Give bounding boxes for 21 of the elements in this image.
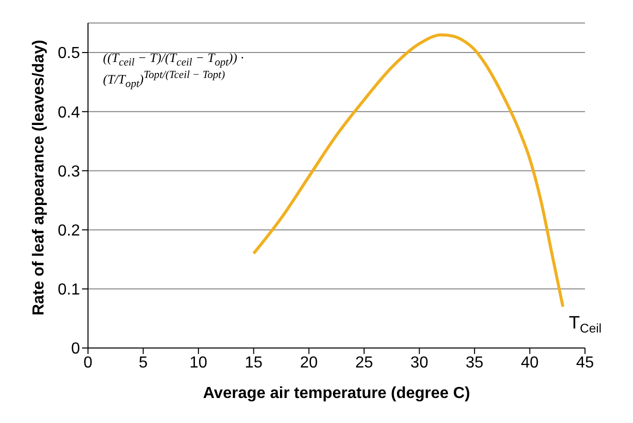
y-tick-label: 0.1 <box>58 282 80 299</box>
x-tick-label: 5 <box>138 354 148 372</box>
x-tick-label: 40 <box>520 354 539 372</box>
y-tick-label: 0.2 <box>58 222 80 240</box>
x-tick-label: 20 <box>300 354 318 372</box>
x-tick-label: 10 <box>190 354 208 372</box>
x-tick-label: 35 <box>466 354 484 372</box>
y-tick-label: 0.4 <box>58 104 80 122</box>
x-tick-label: 25 <box>355 354 374 372</box>
x-tick-label: 15 <box>244 354 263 372</box>
x-tick-label: 30 <box>410 354 428 372</box>
line-series <box>252 33 564 308</box>
x-tick-label: 0 <box>84 354 93 372</box>
y-tick-label: 0 <box>71 340 80 358</box>
y-tick-label: 0.3 <box>58 163 80 180</box>
y-tick-label: 0.5 <box>58 45 80 62</box>
x-axis-title: Average air temperature (degree C) <box>202 385 470 402</box>
x-tick-label: 45 <box>576 354 594 372</box>
annotation: T$_{Ceil}$ <box>568 312 602 336</box>
y-axis-title: Rate of leaf appearance (leaves/day) <box>30 40 48 316</box>
text: ((T$_{ceil}$ − T)/(T$_{ceil}$ − T$_{opt}$)) · (T/T$_{opt}$)$^{Topt/(Tceil − Topt)}$ <box>103 50 244 90</box>
